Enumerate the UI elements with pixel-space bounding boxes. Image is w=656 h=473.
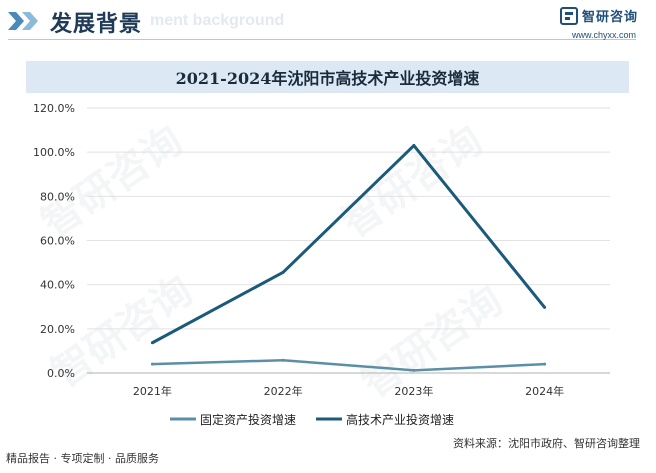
chevron-mark-icon — [8, 12, 38, 30]
data-point — [281, 270, 285, 274]
y-tick-label: 120.0% — [33, 102, 75, 115]
section-title: 发展背景 — [50, 12, 143, 37]
y-tick-label: 20.0% — [40, 323, 75, 336]
data-point — [412, 368, 416, 372]
data-point — [150, 362, 154, 366]
y-tick-label: 80.0% — [40, 190, 75, 203]
x-tick-label: 2021年 — [133, 384, 172, 398]
legend-label: 固定资产投资增速 — [200, 412, 296, 427]
chart-title-band: 2021-2024年沈阳市高技术产业投资增速 — [26, 61, 629, 93]
data-point — [543, 305, 547, 309]
data-point — [150, 341, 154, 345]
footer-tagline: 精品报告 · 专项定制 · 品质服务 — [6, 452, 159, 465]
brand-logo-icon — [559, 6, 578, 25]
header: 发展背景 ment background 智研咨询 www.chyxx.com — [0, 0, 656, 46]
brand-name: 智研咨询 — [581, 10, 638, 25]
x-tick-label: 2024年 — [525, 384, 564, 398]
data-point — [281, 358, 285, 362]
series-line-2 — [151, 144, 546, 345]
y-tick-label: 40.0% — [40, 279, 75, 292]
source-note: 资料来源：沈阳市政府、智研咨询整理 — [453, 437, 640, 450]
chart-title: 2021-2024年沈阳市高技术产业投资增速 — [175, 69, 480, 88]
section-subtitle: ment background — [150, 12, 285, 29]
brand-url: www.chyxx.com — [571, 30, 636, 40]
data-point — [543, 362, 547, 366]
data-point — [412, 144, 416, 148]
series-line-1 — [152, 358, 545, 372]
x-tick-label: 2023年 — [394, 384, 433, 398]
y-tick-label: 60.0% — [40, 235, 75, 248]
legend-label: 高技术产业投资增速 — [346, 412, 454, 427]
y-tick-label: 0.0% — [47, 367, 75, 380]
x-tick-label: 2022年 — [264, 384, 303, 398]
header-divider — [8, 39, 636, 40]
brand: 智研咨询 — [559, 6, 638, 25]
y-tick-label: 100.0% — [33, 146, 75, 159]
